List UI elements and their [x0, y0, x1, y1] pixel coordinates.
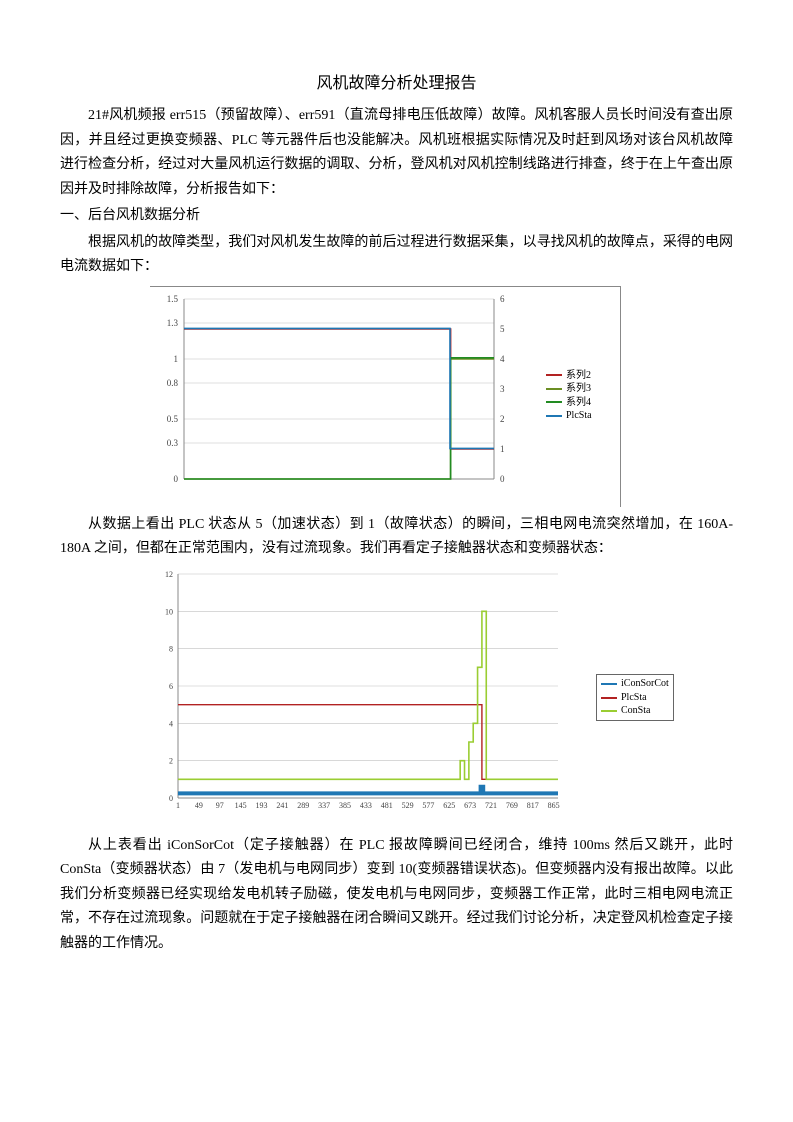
legend-swatch — [546, 388, 562, 390]
legend-item: PlcSta — [546, 409, 592, 423]
svg-text:1.5: 1.5 — [167, 294, 179, 304]
legend-swatch — [601, 710, 617, 712]
legend-label: ConSta — [621, 704, 650, 718]
svg-text:193: 193 — [255, 801, 267, 810]
svg-text:433: 433 — [360, 801, 372, 810]
paragraph-4: 从上表看出 iConSorCot（定子接触器）在 PLC 报故障瞬间已经闭合，维… — [60, 834, 733, 957]
svg-text:289: 289 — [297, 801, 309, 810]
svg-text:241: 241 — [276, 801, 288, 810]
chart-2-legend: iConSorCotPlcStaConSta — [596, 674, 674, 721]
chart-2-block: 0 2 4 6 8 10 12 1 49 97 145 193 241 289 337 385 433 481 52… — [150, 568, 733, 828]
chart-1-legend: 系列2系列3系列4PlcSta — [546, 369, 592, 423]
legend-item: PlcSta — [601, 691, 669, 705]
svg-text:0: 0 — [500, 474, 505, 484]
svg-text:6: 6 — [500, 294, 505, 304]
svg-text:481: 481 — [381, 801, 393, 810]
document-page: 风机故障分析处理报告 21#风机频报 err515（预留故障）、err591（直… — [0, 0, 793, 996]
legend-label: PlcSta — [621, 691, 647, 705]
legend-swatch — [601, 697, 617, 699]
paragraph-intro: 21#风机频报 err515（预留故障）、err591（直流母排电压低故障）故障… — [60, 104, 733, 202]
chart-1: 0 0.3 0.5 0.8 1 1.3 1.5 0 1 2 3 4 5 6 — [150, 291, 540, 501]
svg-text:1: 1 — [174, 354, 179, 364]
svg-text:10: 10 — [165, 607, 173, 616]
chart-1-block: 0 0.3 0.5 0.8 1 1.3 1.5 0 1 2 3 4 5 6 系列2系列3系列4PlcSta — [150, 286, 733, 507]
section-heading-1: 一、后台风机数据分析 — [60, 204, 733, 229]
svg-text:577: 577 — [422, 801, 434, 810]
legend-label: iConSorCot — [621, 677, 669, 691]
legend-label: 系列4 — [566, 396, 591, 410]
svg-text:1: 1 — [176, 801, 180, 810]
chart-2: 0 2 4 6 8 10 12 1 49 97 145 193 241 289 337 385 433 481 52… — [150, 568, 590, 828]
svg-text:2: 2 — [500, 414, 505, 424]
chart-1-frame: 0 0.3 0.5 0.8 1 1.3 1.5 0 1 2 3 4 5 6 系列2系列3系列4PlcSta — [150, 286, 621, 507]
svg-text:97: 97 — [216, 801, 224, 810]
legend-item: 系列3 — [546, 382, 592, 396]
svg-text:4: 4 — [169, 719, 173, 728]
svg-text:817: 817 — [527, 801, 539, 810]
svg-text:3: 3 — [500, 384, 505, 394]
legend-item: iConSorCot — [601, 677, 669, 691]
svg-text:145: 145 — [235, 801, 247, 810]
paragraph-3: 从数据上看出 PLC 状态从 5（加速状态）到 1（故障状态）的瞬间，三相电网电… — [60, 513, 733, 562]
legend-swatch — [546, 415, 562, 417]
svg-text:769: 769 — [506, 801, 518, 810]
svg-text:6: 6 — [169, 682, 173, 691]
legend-label: 系列3 — [566, 382, 591, 396]
legend-swatch — [546, 401, 562, 403]
paragraph-2: 根据风机的故障类型，我们对风机发生故障的前后过程进行数据采集，以寻找风机的故障点… — [60, 231, 733, 280]
svg-text:385: 385 — [339, 801, 351, 810]
svg-text:673: 673 — [464, 801, 476, 810]
svg-text:49: 49 — [195, 801, 203, 810]
svg-text:0.8: 0.8 — [167, 378, 179, 388]
svg-text:1.3: 1.3 — [167, 318, 179, 328]
legend-label: PlcSta — [566, 409, 592, 423]
legend-item: 系列4 — [546, 396, 592, 410]
legend-item: 系列2 — [546, 369, 592, 383]
svg-text:865: 865 — [548, 801, 560, 810]
legend-swatch — [601, 683, 617, 685]
chart-2-frame: 0 2 4 6 8 10 12 1 49 97 145 193 241 289 337 385 433 481 52… — [150, 568, 680, 828]
svg-text:0.3: 0.3 — [167, 438, 179, 448]
legend-item: ConSta — [601, 704, 669, 718]
svg-text:529: 529 — [402, 801, 414, 810]
svg-text:5: 5 — [500, 324, 505, 334]
svg-text:8: 8 — [169, 644, 173, 653]
report-title: 风机故障分析处理报告 — [60, 70, 733, 98]
svg-text:12: 12 — [165, 570, 173, 579]
svg-text:2: 2 — [169, 756, 173, 765]
svg-text:0: 0 — [169, 794, 173, 803]
svg-text:0: 0 — [174, 474, 179, 484]
legend-label: 系列2 — [566, 369, 591, 383]
svg-text:337: 337 — [318, 801, 330, 810]
svg-text:4: 4 — [500, 354, 505, 364]
svg-text:0.5: 0.5 — [167, 414, 179, 424]
legend-swatch — [546, 374, 562, 376]
svg-text:625: 625 — [443, 801, 455, 810]
svg-text:721: 721 — [485, 801, 497, 810]
svg-text:1: 1 — [500, 444, 505, 454]
